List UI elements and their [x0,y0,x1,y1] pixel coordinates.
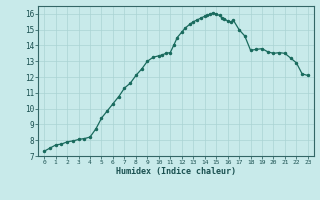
X-axis label: Humidex (Indice chaleur): Humidex (Indice chaleur) [116,167,236,176]
